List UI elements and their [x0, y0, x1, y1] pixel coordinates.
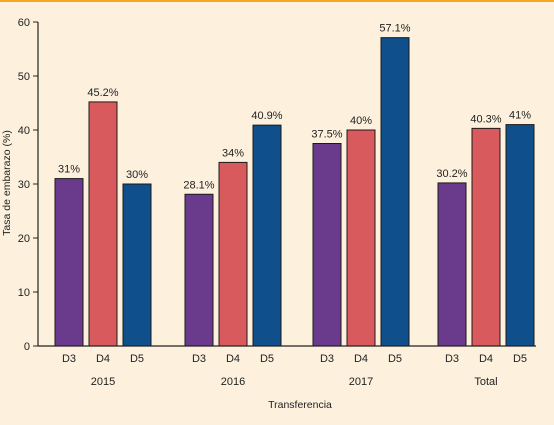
- bar-2015-d3: [54, 178, 84, 347]
- bar-2015-d4: [88, 101, 118, 347]
- data-label: 28.1%: [183, 179, 214, 191]
- x-tick-label: D5: [388, 353, 402, 365]
- bar-2016-d5: [252, 124, 282, 347]
- x-tick-label: D5: [130, 353, 144, 365]
- group-label: 2016: [221, 376, 245, 388]
- y-tick-label: 0: [24, 341, 30, 353]
- bar-2017-d4: [346, 129, 376, 347]
- data-label: 45.2%: [87, 87, 118, 99]
- y-axis-title: Tasa de embarazo (%): [1, 130, 13, 236]
- y-tick-label: 50: [18, 71, 30, 83]
- bar-2015-d5: [122, 183, 152, 347]
- bar-2016-d4: [218, 161, 248, 347]
- x-tick-label: D5: [513, 353, 527, 365]
- x-tick-label: D3: [445, 353, 459, 365]
- x-tick-label: D3: [62, 353, 76, 365]
- data-label: 30%: [126, 169, 148, 181]
- x-tick-label: D4: [479, 353, 493, 365]
- y-tick-label: 30: [18, 179, 30, 191]
- data-label: 30.2%: [436, 168, 467, 180]
- y-tick-label: 60: [18, 17, 30, 29]
- x-tick-label: D3: [192, 353, 206, 365]
- bars-layer: 31% 45.2% 30% 28.1% 34% 40.9% 37.5% 40% 57.1% 30.…: [54, 23, 535, 347]
- data-label: 34%: [222, 147, 244, 159]
- x-tick-label: D4: [96, 353, 110, 365]
- bar-total-d5: [505, 124, 535, 347]
- x-axis: D3 D4 D5 2015 D3 D4 D5 2016 D3 D4 D5 2017 D3 D4 D5 Tota…: [38, 345, 536, 388]
- data-label: 57.1%: [379, 23, 410, 35]
- data-label: 37.5%: [311, 129, 342, 141]
- x-axis-title: Transferencia: [268, 399, 332, 411]
- group-label: 2015: [91, 376, 115, 388]
- bar-2017-d3: [312, 143, 342, 347]
- group-label: 2017: [349, 376, 373, 388]
- x-tick-label: D4: [226, 353, 240, 365]
- bar-2016-d3: [184, 193, 214, 347]
- data-label: 40.9%: [251, 110, 282, 122]
- data-label: 31%: [58, 164, 80, 176]
- bar-2017-d5: [380, 37, 410, 347]
- data-label: 40.3%: [470, 113, 501, 125]
- y-tick-label: 40: [18, 125, 30, 137]
- x-tick-label: D5: [260, 353, 274, 365]
- x-tick-label: D3: [320, 353, 334, 365]
- y-axis: 0 10 20 30 40 50 60: [18, 17, 39, 353]
- data-label: 41%: [509, 110, 531, 122]
- x-tick-label: D4: [354, 353, 368, 365]
- group-label: Total: [474, 376, 497, 388]
- y-tick-label: 10: [18, 287, 30, 299]
- bar-total-d4: [471, 127, 501, 347]
- y-tick-label: 20: [18, 233, 30, 245]
- bar-total-d3: [437, 182, 467, 347]
- data-label: 40%: [350, 115, 372, 127]
